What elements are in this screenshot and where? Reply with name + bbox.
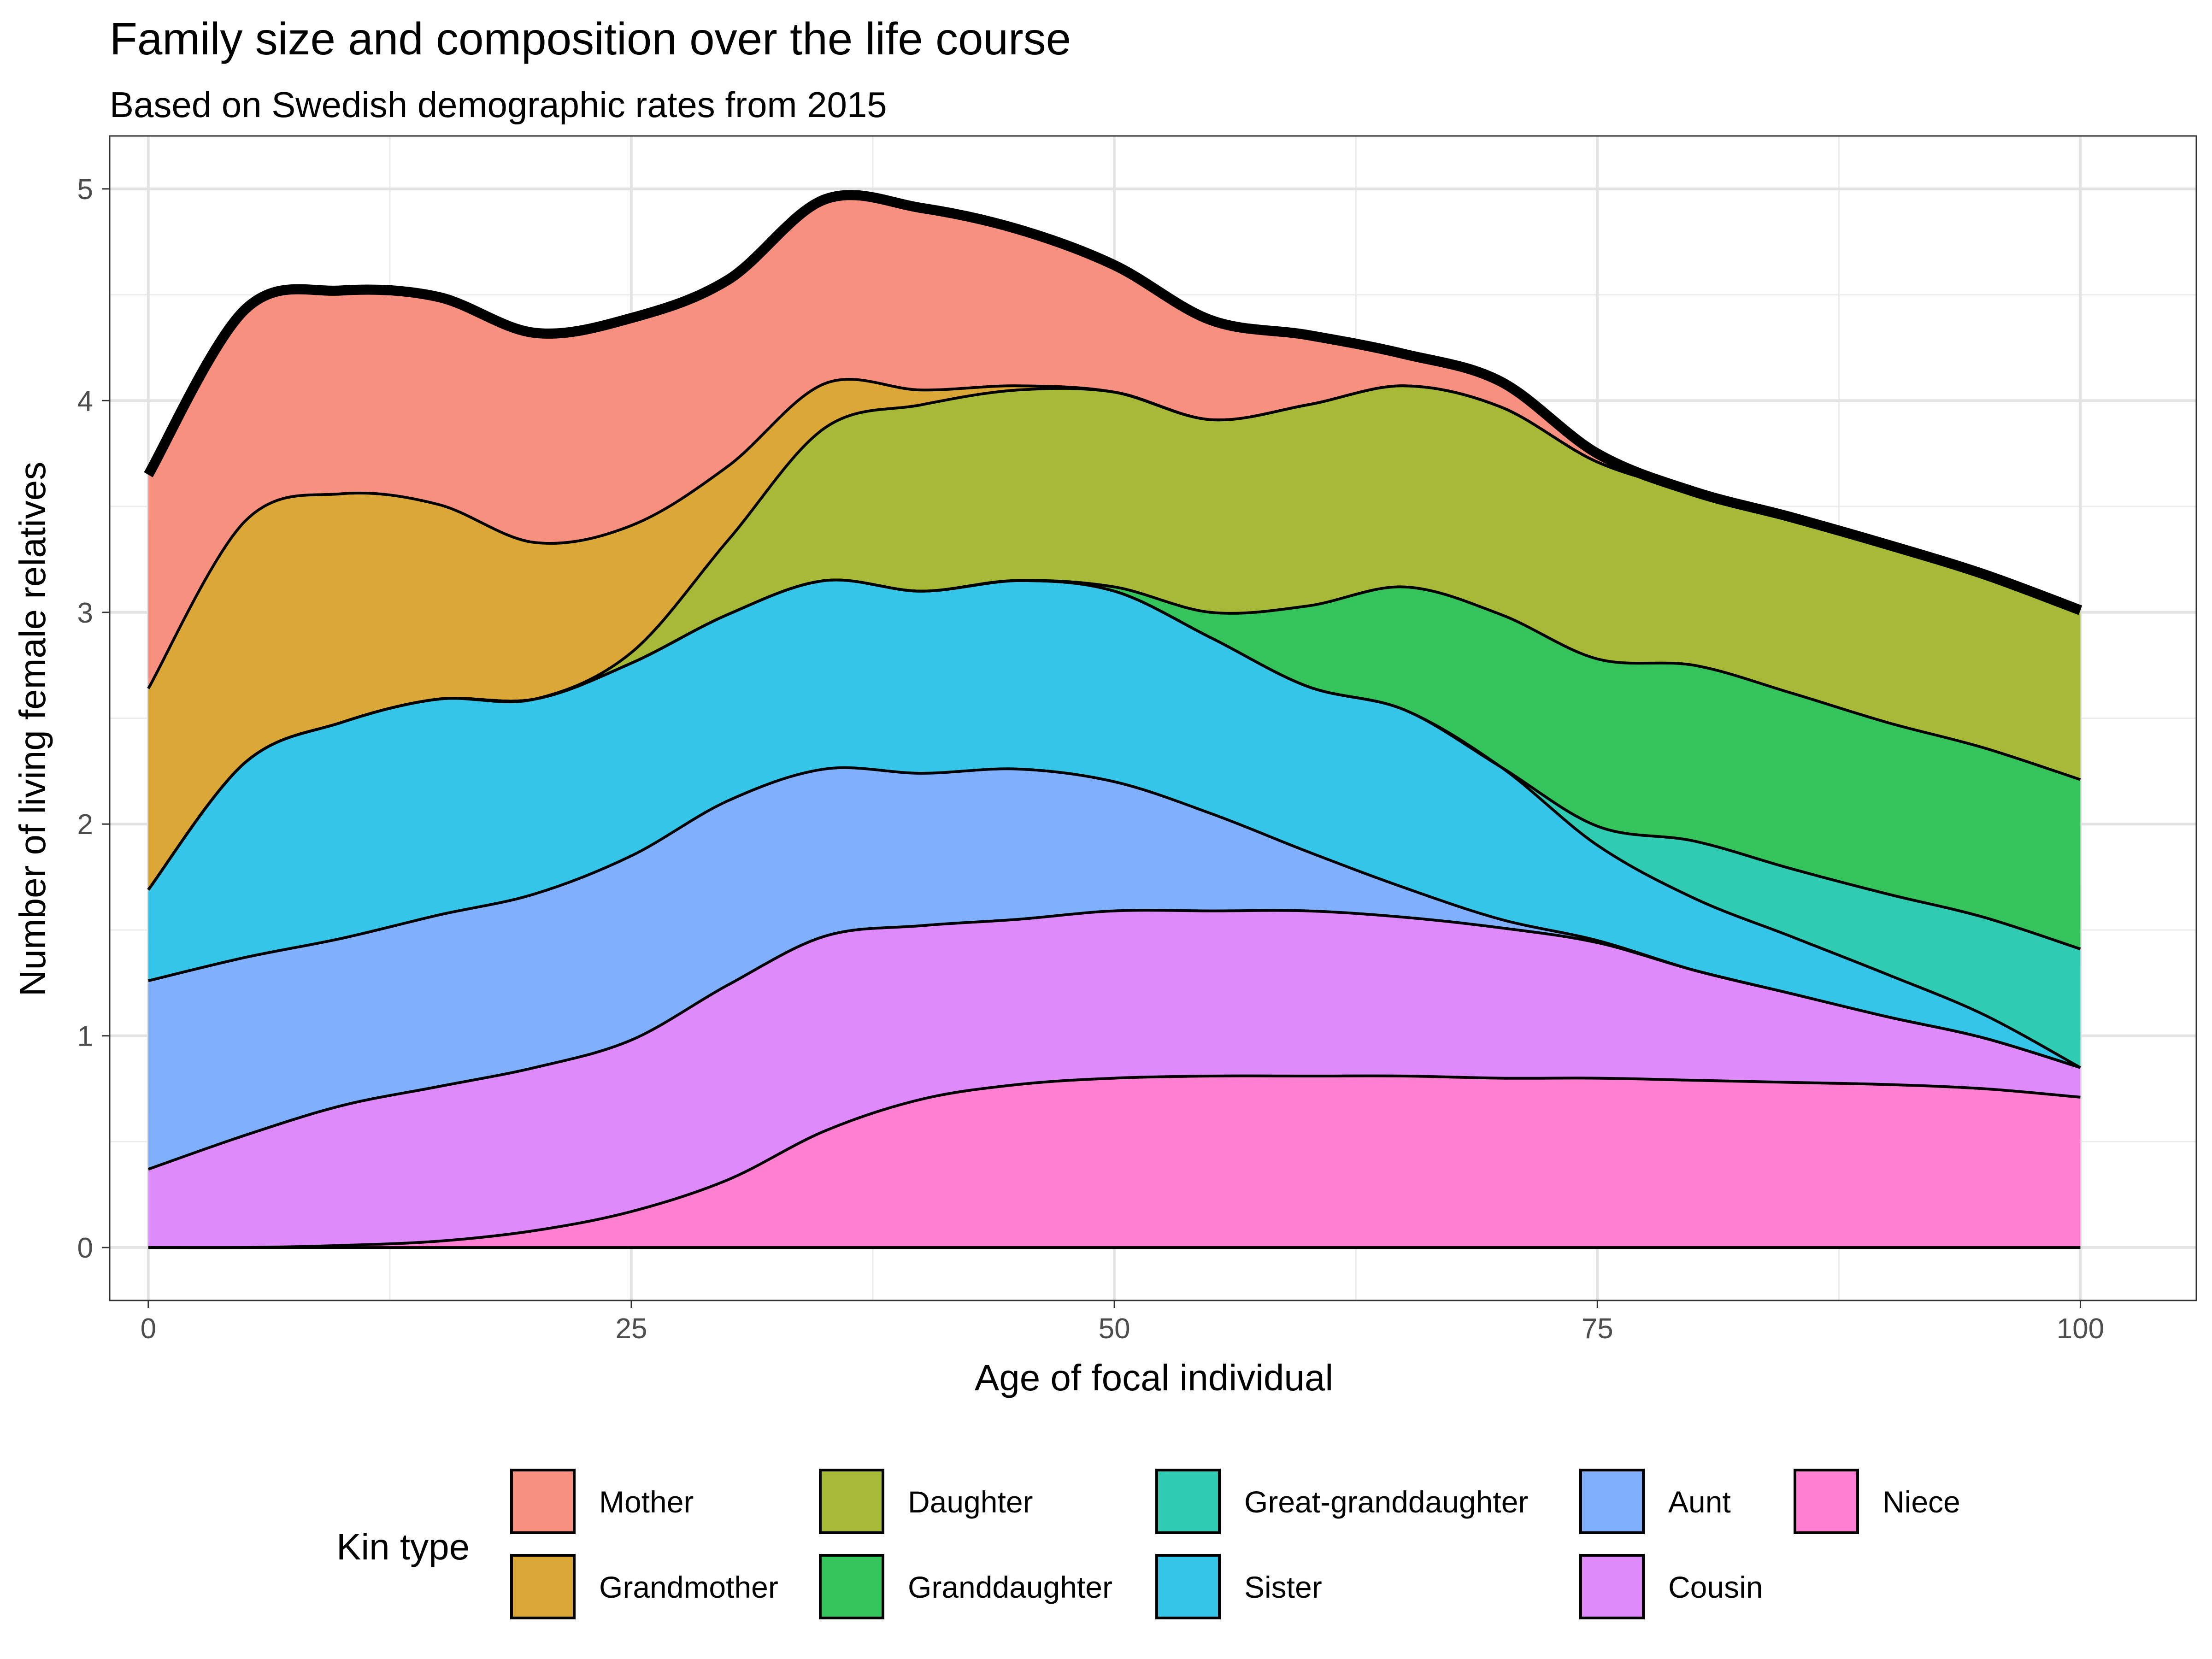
y-tick-label: 2 <box>77 809 93 841</box>
legend-key-sister <box>1155 1554 1221 1619</box>
x-tick-label: 50 <box>1099 1313 1130 1345</box>
legend-label-niece: Niece <box>1883 1485 1960 1519</box>
legend-label-granddaughter: Granddaughter <box>908 1570 1112 1604</box>
area-daughter <box>148 386 2081 890</box>
stacked-areas <box>148 195 2081 1248</box>
boundary-aunt <box>148 766 2081 1069</box>
x-tick-label: 0 <box>141 1313 156 1345</box>
legend-key-granddaughter <box>819 1554 884 1619</box>
x-tick-label: 25 <box>616 1313 647 1345</box>
y-tick-label: 5 <box>77 174 93 206</box>
chart-subtitle: Based on Swedish demographic rates from … <box>110 84 887 125</box>
panel-border <box>109 135 2197 1301</box>
area-cousin <box>148 910 2081 1248</box>
area-aunt <box>148 767 2081 1170</box>
total-outline <box>144 190 2083 615</box>
legend-label-cousin: Cousin <box>1668 1570 1763 1604</box>
x-tick-label: 100 <box>2057 1313 2104 1345</box>
y-axis: 0 1 2 3 4 5 <box>77 174 110 1264</box>
area-sister <box>148 580 2081 1068</box>
legend-key-mother <box>510 1469 576 1534</box>
y-axis-title: Number of living female relatives <box>12 462 53 996</box>
legend-key-grandmother <box>510 1554 576 1619</box>
legend-key-great-granddaughter <box>1155 1469 1221 1534</box>
legend-label-grandmother: Grandmother <box>599 1570 778 1604</box>
y-tick-label: 4 <box>77 385 93 417</box>
area-niece <box>148 1076 2081 1248</box>
area-granddaughter <box>148 580 2081 949</box>
legend: Kin type Mother Grandmother Daughter Grandd… <box>336 1469 1960 1619</box>
boundary-niece <box>148 1074 2081 1249</box>
y-tick-label: 3 <box>77 597 93 629</box>
x-axis: 0 25 50 75 100 <box>141 1300 2104 1345</box>
legend-key-aunt <box>1579 1469 1645 1534</box>
y-tick-label: 1 <box>77 1021 93 1053</box>
area-grandmother <box>148 379 2081 890</box>
legend-label-daughter: Daughter <box>908 1485 1033 1519</box>
chart-title: Family size and composition over the lif… <box>110 13 1071 64</box>
y-tick-label: 0 <box>77 1232 93 1264</box>
legend-label-aunt: Aunt <box>1668 1485 1731 1519</box>
legend-label-mother: Mother <box>599 1485 694 1519</box>
legend-key-niece <box>1794 1469 1859 1534</box>
legend-label-sister: Sister <box>1244 1570 1322 1604</box>
legend-label-great-granddaughter: Great-granddaughter <box>1244 1485 1528 1519</box>
x-axis-title: Age of focal individual <box>975 1357 1333 1398</box>
x-tick-label: 75 <box>1582 1313 1613 1345</box>
legend-key-daughter <box>819 1469 884 1534</box>
legend-title: Kin type <box>336 1526 470 1567</box>
legend-key-cousin <box>1579 1554 1645 1619</box>
